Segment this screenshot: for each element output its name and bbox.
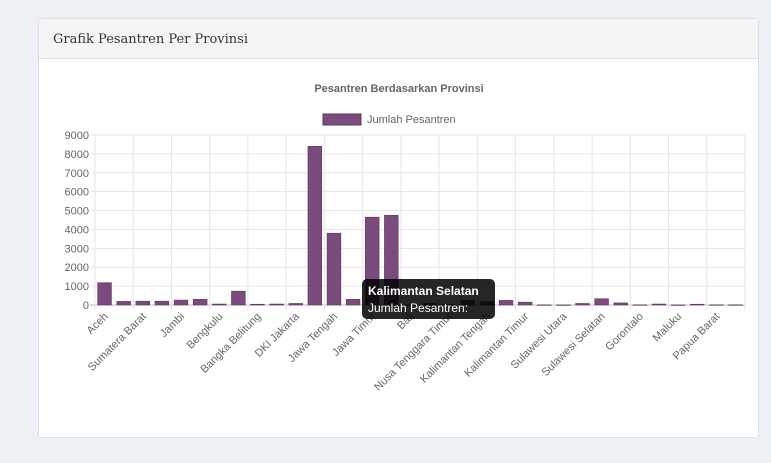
- y-tick-label: 9000: [65, 130, 89, 142]
- y-tick-label: 1000: [65, 281, 89, 293]
- bar[interactable]: [498, 300, 514, 306]
- y-tick-label: 6000: [65, 187, 89, 199]
- bar[interactable]: [135, 300, 150, 306]
- chart-panel: Grafik Pesantren Per Provinsi: [38, 18, 759, 438]
- bar[interactable]: [670, 304, 686, 306]
- bar[interactable]: [212, 303, 227, 306]
- bar[interactable]: [613, 302, 628, 306]
- bar[interactable]: [345, 299, 361, 306]
- y-tick-label: 3000: [65, 243, 89, 255]
- y-tick-label: 0: [83, 300, 89, 312]
- x-tick-label: Aceh: [84, 311, 110, 337]
- bar[interactable]: [690, 303, 705, 306]
- y-tick-label: 2000: [65, 262, 89, 274]
- y-tick-label: 7000: [65, 168, 89, 180]
- x-tick-label: Maluku: [651, 311, 685, 345]
- bar[interactable]: [728, 304, 743, 306]
- bar[interactable]: [632, 304, 648, 306]
- y-tick-label: 5000: [65, 206, 89, 218]
- chart-title: Pesantren Berdasarkan Provinsi: [314, 83, 483, 95]
- bar[interactable]: [97, 282, 112, 306]
- bar[interactable]: [231, 290, 246, 306]
- y-tick-label: 8000: [65, 149, 89, 161]
- bar[interactable]: [575, 303, 590, 306]
- bar[interactable]: [173, 299, 189, 306]
- tooltip-title: Kalimantan Selatan: [368, 284, 479, 298]
- bar[interactable]: [517, 301, 533, 306]
- panel-title: Grafik Pesantren Per Provinsi: [39, 19, 758, 59]
- bar[interactable]: [556, 304, 571, 306]
- bar[interactable]: [154, 300, 170, 306]
- bar[interactable]: [537, 304, 552, 306]
- bar[interactable]: [307, 146, 323, 306]
- x-tick-label: Gorontalo: [603, 311, 646, 354]
- bar[interactable]: [250, 303, 265, 306]
- bar-tooltip: Kalimantan Selatan Jumlah Pesantren: 242: [362, 279, 495, 332]
- bar[interactable]: [651, 303, 667, 306]
- bar[interactable]: [116, 301, 131, 306]
- bar[interactable]: [594, 298, 609, 306]
- tooltip-label: Jumlah Pesantren: 242: [368, 301, 469, 332]
- bar[interactable]: [709, 304, 724, 306]
- legend-swatch: [322, 113, 362, 126]
- x-tick-label: Jambi: [158, 311, 187, 340]
- bar[interactable]: [288, 303, 303, 306]
- bar[interactable]: [326, 232, 342, 306]
- bar[interactable]: [269, 303, 284, 306]
- legend-label[interactable]: Jumlah Pesantren: [367, 114, 456, 126]
- bar[interactable]: [192, 299, 208, 306]
- y-tick-label: 4000: [65, 224, 89, 236]
